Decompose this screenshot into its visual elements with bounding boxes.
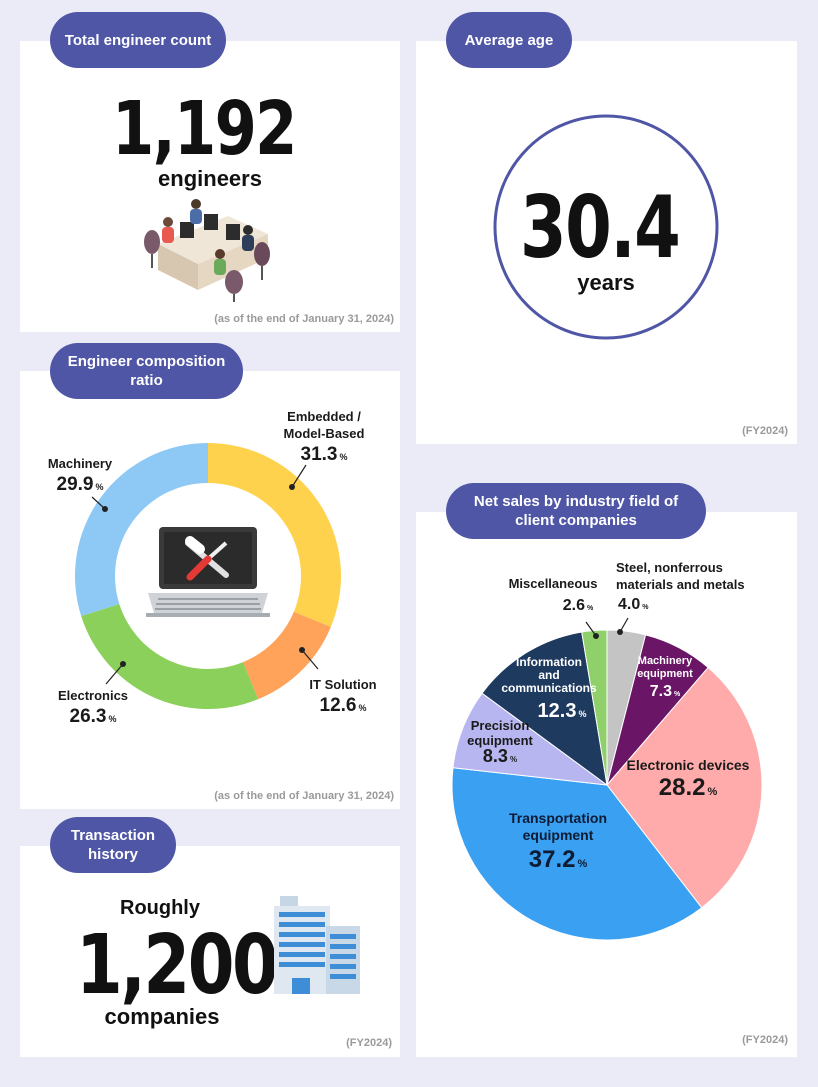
- average-age-unit: years: [577, 270, 635, 295]
- total-engineers-value: 1,192: [112, 86, 297, 172]
- average-age-ring: [493, 114, 719, 340]
- pie-transportation-equipment-category-text: Transportation: [509, 810, 607, 826]
- transactions-note: (FY2024): [346, 1037, 392, 1049]
- donut-electronics-leader-dot: [120, 661, 126, 667]
- engineers-office-illustration: [144, 199, 270, 302]
- donut-it-solution-category-text: IT Solution: [309, 677, 376, 692]
- average-age-note: (FY2024): [742, 425, 788, 437]
- donut-embedded-model-based-label: Embedded / Model-Based 31.3%: [284, 409, 365, 465]
- donut-embedded-model-based-leader-dot: [289, 484, 295, 490]
- pie-steel-nonferrous-materials-and-metals-category-text: materials and metals: [616, 577, 745, 592]
- pie-precision-equipment-value-text: 8.3%: [483, 746, 517, 766]
- pie-slice-miscellaneous: [581, 629, 608, 786]
- pie-slice-information-and-communications: [481, 631, 608, 787]
- donut-embedded-model-based-leader-line: [291, 464, 307, 488]
- donut-it-solution-label: IT Solution 12.6%: [309, 677, 376, 716]
- donut-machinery-value-text: 29.9%: [57, 474, 104, 495]
- composition-pill: Engineer composition ratio: [50, 343, 243, 399]
- pie-miscellaneous-label: Miscellaneous 2.6%: [509, 576, 598, 614]
- pie-information-and-communications-category-text: communications: [501, 681, 597, 695]
- pie-information-and-communications-value-text: 12.3%: [538, 700, 587, 722]
- donut-machinery-label: Machinery 29.9%: [48, 456, 113, 495]
- pie-machinery-equipment-value-text: 7.3%: [650, 683, 681, 700]
- pie-information-and-communications-category-text: and: [538, 668, 559, 682]
- pie-machinery-equipment-category-text: Machinery: [638, 655, 693, 667]
- composition-note: (as of the end of January 31, 2024): [214, 790, 394, 802]
- total-engineers-note: (as of the end of January 31, 2024): [214, 313, 394, 325]
- donut-electronics-label: Electronics 26.3%: [58, 688, 128, 727]
- donut-embedded-model-based-value-text: 31.3%: [301, 444, 348, 465]
- pie-miscellaneous-leader-dot: [593, 633, 599, 639]
- donut-machinery-category-text: Machinery: [48, 456, 113, 471]
- pie-transportation-equipment-value-text: 37.2%: [529, 846, 588, 873]
- donut-electronics-category-text: Electronics: [58, 688, 128, 703]
- total-engineers-pill: Total engineer count: [50, 12, 226, 68]
- donut-embedded-model-based-category-text: Model-Based: [284, 426, 365, 441]
- donut-embedded-model-based-category-text: Embedded /: [287, 409, 361, 424]
- donut-slice-machinery: [74, 443, 208, 617]
- pie-machinery-equipment-category-text: equipment: [637, 668, 693, 680]
- pie-transportation-equipment-category-text: equipment: [523, 827, 594, 843]
- transactions-pill: Transaction history: [50, 817, 176, 873]
- average-age-value: 30.4: [520, 178, 681, 278]
- pie-slice-electronic-devices: [606, 666, 763, 909]
- pie-electronic-devices-value-text: 28.2%: [659, 774, 718, 801]
- pie-miscellaneous-value-text: 2.6%: [563, 597, 594, 614]
- donut-slice-it-solution: [243, 611, 331, 700]
- transactions-value: 1,200: [76, 918, 279, 1013]
- donut-it-solution-value-text: 12.6%: [320, 695, 367, 716]
- pie-steel-nonferrous-materials-and-metals-leader-dot: [617, 629, 623, 635]
- donut-slice-embedded-model-based: [208, 443, 341, 628]
- average-age-pill: Average age: [446, 12, 572, 68]
- composition-donut-chart: Embedded / Model-Based 31.3 % IT Solution 12.…: [48, 409, 377, 727]
- donut-machinery-leader-dot: [102, 506, 108, 512]
- donut-slice-electronics: [81, 604, 259, 709]
- laptop-tools-icon: [146, 527, 270, 617]
- pie-electronic-devices-category-text: Electronic devices: [627, 757, 750, 773]
- pie-precision-equipment-category-text: equipment: [467, 733, 533, 748]
- donut-electronics-leader-line: [105, 663, 124, 685]
- total-engineers-unit: engineers: [158, 166, 262, 191]
- transactions-unit: companies: [104, 1004, 220, 1029]
- pie-steel-nonferrous-materials-and-metals-category-text: Steel, nonferrous: [616, 560, 723, 575]
- donut-it-solution-leader-dot: [299, 647, 305, 653]
- donut-electronics-value-text: 26.3%: [70, 706, 117, 727]
- pie-slice-transportation-equipment: [451, 767, 703, 941]
- pie-precision-equipment-category-text: Precision: [471, 718, 530, 733]
- pie-steel-nonferrous-materials-and-metals-label: Steel, nonferrous materials and metals 4.0…: [616, 560, 745, 613]
- pie-information-and-communications-category-text: Information: [516, 655, 582, 669]
- office-building-icon: [274, 896, 360, 994]
- sales-pie-chart: Steel, nonferrous materials and metals 4.0…: [451, 560, 763, 941]
- sales-pill: Net sales by industry field of client co…: [446, 483, 706, 539]
- sales-note: (FY2024): [742, 1034, 788, 1046]
- pie-steel-nonferrous-materials-and-metals-value-text: 4.0%: [618, 596, 649, 613]
- pie-miscellaneous-category-text: Miscellaneous: [509, 576, 598, 591]
- donut-it-solution-leader-line: [301, 649, 319, 670]
- transactions-prefix: Roughly: [120, 897, 200, 919]
